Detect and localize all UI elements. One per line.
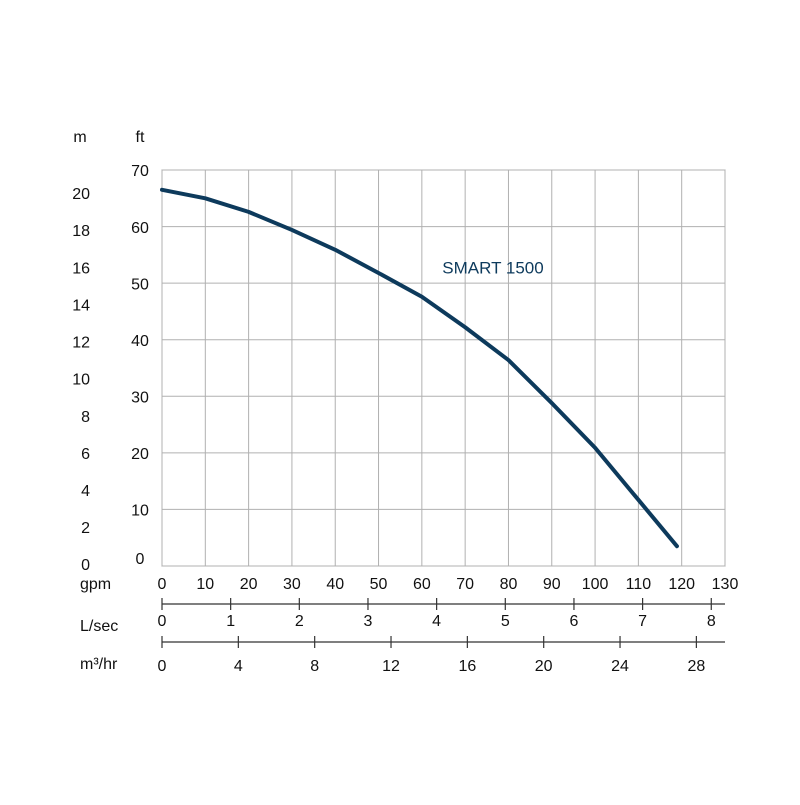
plot-frame: [161, 169, 726, 567]
axis-label: L/sec: [80, 618, 118, 635]
y2-tick-label: 2: [81, 520, 90, 537]
axis-tick-label: 12: [382, 658, 400, 675]
x-tick-label: 90: [543, 576, 561, 593]
y2-tick-label: 0: [81, 557, 90, 574]
axis-tick-label: 28: [687, 658, 705, 675]
y2-tick-label: 8: [81, 409, 90, 426]
y2-tick-label: 18: [72, 223, 90, 240]
axis-tick-label: 8: [310, 658, 319, 675]
x-tick-label: 130: [712, 576, 739, 593]
axis-tick-label: 24: [611, 658, 629, 675]
y2-tick-label: 14: [72, 297, 90, 314]
x-tick-label: 20: [240, 576, 258, 593]
axis-tick-label: 1: [226, 613, 235, 630]
axis-tick-label: 4: [234, 658, 243, 675]
x-tick-label: 10: [196, 576, 214, 593]
y2-tick-label: 16: [72, 260, 90, 277]
y-tick-label: 10: [131, 503, 149, 520]
axis-tick-label: 4: [432, 613, 441, 630]
y2-tick-label: 10: [72, 372, 90, 389]
axis-tick-label: 2: [295, 613, 304, 630]
axis-tick-label: 0: [158, 658, 167, 675]
axis-tick-label: 16: [458, 658, 476, 675]
axis-tick-label: 8: [707, 613, 716, 630]
x-tick-label: 80: [500, 576, 518, 593]
x-tick-label: 110: [626, 576, 652, 593]
x-tick-label: 70: [456, 576, 474, 593]
x-tick-label: 100: [582, 576, 609, 593]
y-tick-label: 50: [131, 276, 149, 293]
y2-tick-label: 12: [72, 335, 90, 352]
y2-tick-label: 6: [81, 446, 90, 463]
y-tick-label: 40: [131, 333, 149, 350]
axis-tick-label: 3: [364, 613, 373, 630]
series-label: SMART 1500: [442, 258, 543, 277]
x-axis-label: gpm: [80, 576, 111, 593]
axis-tick-label: 20: [535, 658, 553, 675]
axis-label: m³/hr: [80, 656, 118, 673]
axis-tick-label: 7: [638, 613, 647, 630]
y-tick-label: 30: [131, 390, 149, 407]
x-tick-label: 50: [370, 576, 388, 593]
x-tick-label: 60: [413, 576, 431, 593]
y-axis-label: ft: [136, 129, 145, 146]
y-tick-label: 20: [131, 446, 149, 463]
y-tick-label: 0: [136, 551, 145, 568]
x-tick-label: 0: [158, 576, 167, 593]
axis-tick-label: 5: [501, 613, 510, 630]
y-tick-label: 70: [131, 163, 149, 180]
y2-tick-label: 4: [81, 483, 90, 500]
axis-tick-label: 0: [158, 613, 167, 630]
axis-tick-label: 6: [569, 613, 578, 630]
curve: [160, 187, 679, 549]
x-tick-label: 40: [326, 576, 344, 593]
y2-tick-label: 20: [72, 186, 90, 203]
y2-axis-label: m: [73, 129, 86, 146]
x-tick-label: 30: [283, 576, 301, 593]
y-tick-label: 60: [131, 220, 149, 237]
x-tick-label: 120: [668, 576, 695, 593]
